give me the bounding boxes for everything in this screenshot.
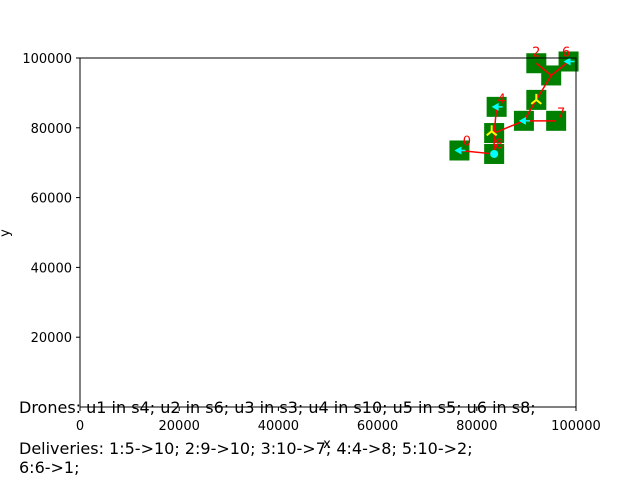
x-tick-label-4: 80000 (456, 419, 497, 434)
y-tick-label-1: 40000 (31, 261, 72, 276)
chart-marks: 0 8 4 7 2 6 (449, 45, 579, 164)
drone-marker-5 (530, 93, 542, 105)
drone-marker-5-arm-1 (530, 99, 537, 105)
x-tick-label-3: 60000 (357, 419, 398, 434)
route-line-2 (523, 62, 553, 122)
site-label-4: 2 (532, 45, 540, 60)
deliveries-caption-line-2: 6:6->1; (19, 458, 80, 477)
drone-marker-6 (563, 57, 571, 66)
drone-marker-2 (486, 125, 498, 137)
drones-caption: Drones: u1 in s4; u2 in s6; u3 in s3; u4… (19, 398, 536, 417)
drone-marker-2-arm-2 (491, 130, 498, 137)
x-tick-label-0: 0 (76, 419, 84, 434)
x-axis-label: x (323, 437, 331, 452)
x-tick-label-2: 40000 (258, 419, 299, 434)
drone-marker-5-arm-2 (535, 99, 542, 105)
site-label-3: 7 (557, 106, 565, 121)
site-label-0: 0 (463, 134, 471, 149)
deliveries-caption-line-1: Deliveries: 1:5->10; 2:9->10; 3:10->7; 4… (19, 439, 473, 458)
site-label-1: 8 (495, 138, 503, 153)
deliveries-caption: Deliveries: 1:5->10; 2:9->10; 3:10->7; 4… (19, 439, 473, 477)
drone-marker-3 (491, 102, 499, 111)
axis-ticks: 0 20000 40000 60000 80000 100000 20000 40000 600… (22, 52, 600, 434)
drone-marker-4 (518, 116, 526, 125)
route-line-3 (550, 60, 570, 77)
y-tick-label-3: 80000 (31, 122, 72, 137)
drone-marker-2-arm-1 (486, 130, 493, 137)
y-tick-label-2: 60000 (31, 192, 72, 207)
y-tick-label-4: 100000 (22, 52, 72, 67)
site-label-5: 6 (562, 45, 570, 60)
x-tick-label-1: 20000 (159, 419, 200, 434)
drone-marker-1 (490, 149, 499, 158)
x-tick-label-5: 100000 (551, 419, 601, 434)
route-line-0 (459, 106, 498, 155)
drone-marker-0 (454, 146, 462, 155)
site-label-2: 4 (497, 92, 505, 107)
y-tick-label-0: 20000 (31, 331, 72, 346)
plot-frame (79, 57, 577, 408)
y-axis-label: y (0, 229, 13, 237)
